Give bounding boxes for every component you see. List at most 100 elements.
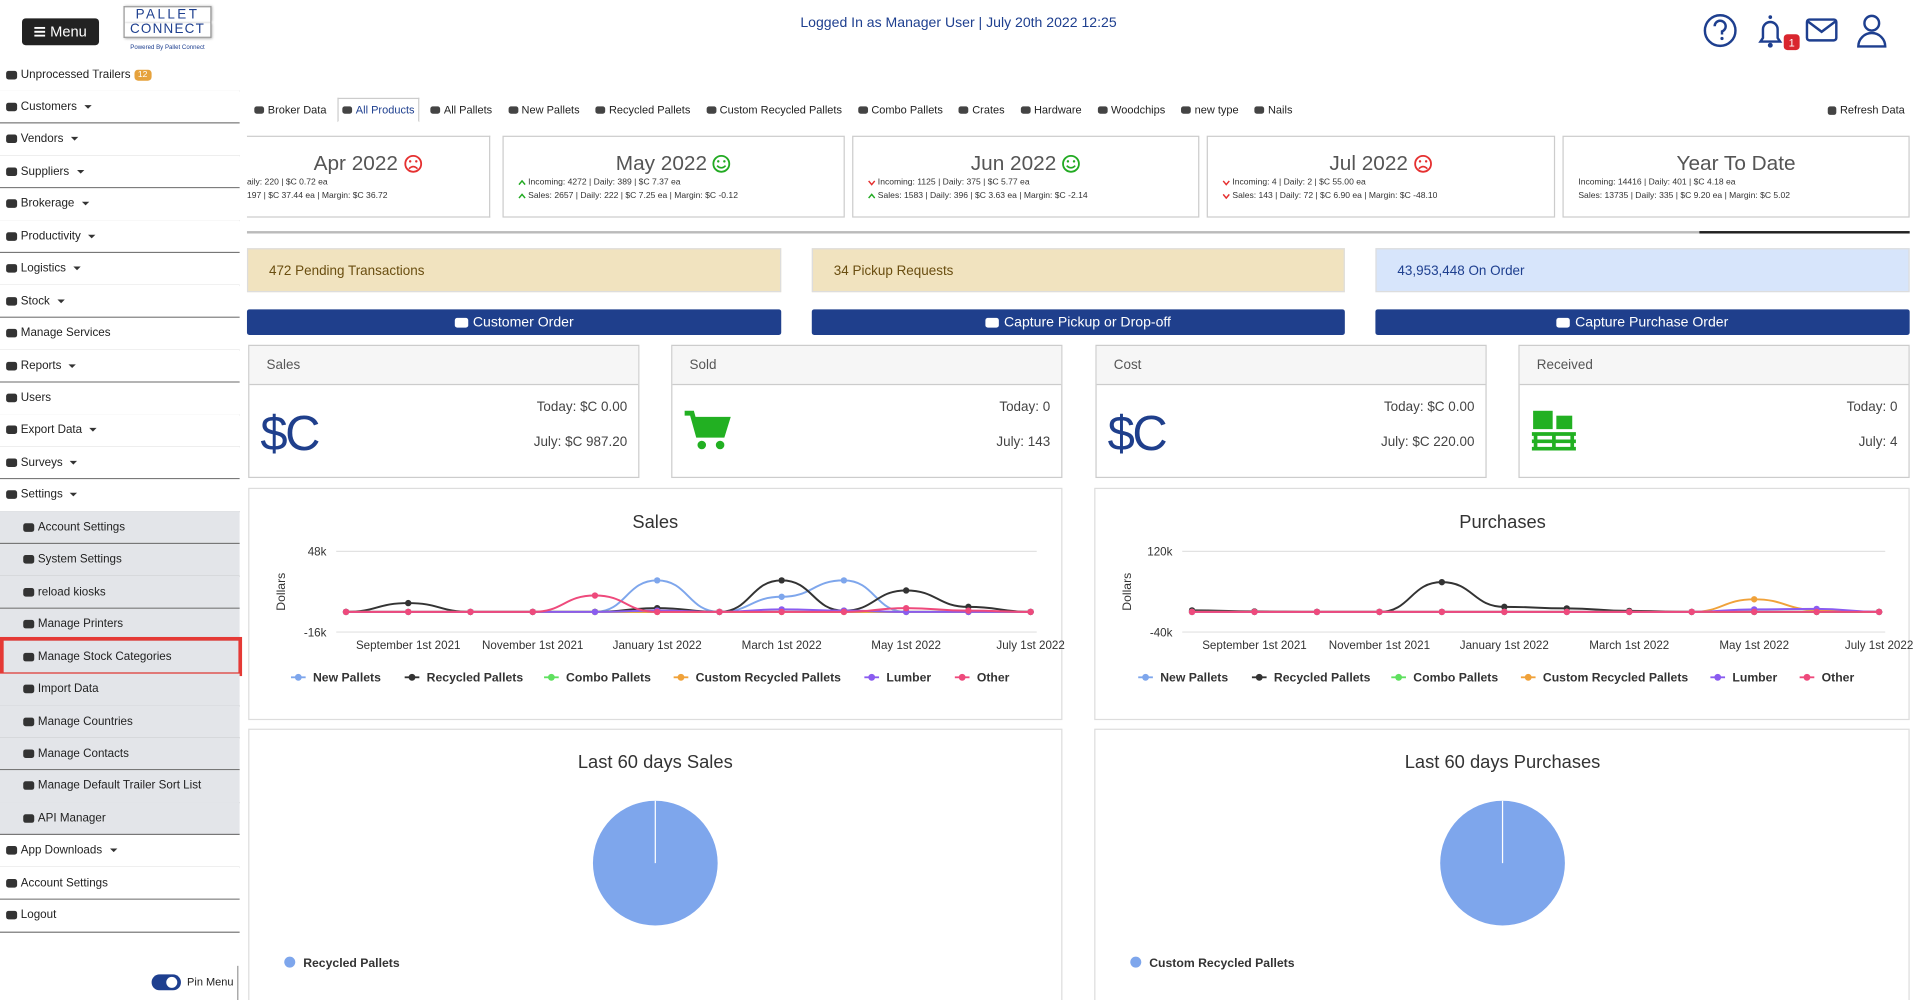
menu-item[interactable]: Manage Contacts: [0, 737, 240, 771]
menu-item[interactable]: Stock: [0, 285, 240, 319]
bell-icon[interactable]: [1758, 15, 1783, 48]
menu-item[interactable]: Productivity: [0, 220, 240, 254]
eye: [1418, 160, 1421, 163]
help-icon[interactable]: [1703, 14, 1737, 48]
logo: PALLET CONNECT Powered By Pallet Connect: [123, 6, 212, 57]
menu-label: App Downloads: [20, 843, 103, 858]
action-button[interactable]: Capture Pickup or Drop-off: [811, 309, 1345, 335]
menu-item[interactable]: Logistics: [0, 252, 240, 286]
menu-icon: [34, 26, 46, 37]
month-line: 197 | $C 37.44 ea | Margin: $C 36.72: [247, 192, 388, 201]
menu-item[interactable]: Suppliers: [0, 155, 240, 189]
chevron: [868, 180, 876, 186]
menu-row: Manage Stock Categories: [23, 641, 172, 673]
face: [1062, 154, 1080, 173]
chart-panel: [1094, 728, 1910, 1000]
menu-label: Suppliers: [20, 164, 70, 179]
caret: [57, 299, 65, 303]
refresh-button[interactable]: Refresh Data: [1827, 98, 1905, 122]
menu-row: Manage Contacts: [23, 738, 129, 770]
icon: [6, 134, 18, 144]
menu-item[interactable]: Users: [0, 382, 240, 416]
stat-title: Cost: [1113, 358, 1142, 373]
tab[interactable]: New Pallets: [503, 98, 584, 122]
menu-item[interactable]: Manage Default Trailer Sort List: [0, 770, 240, 804]
menu-item[interactable]: App Downloads: [0, 834, 240, 868]
chevron: [868, 193, 876, 199]
chart-panel: [1094, 487, 1910, 721]
icon: [1097, 106, 1108, 114]
logo-top: PALLET: [123, 6, 212, 23]
menu-item[interactable]: Manage Services: [0, 317, 240, 351]
month-line: Sales: 2657 | Daily: 222 | $C 7.25 ea | …: [518, 192, 738, 201]
menu-item[interactable]: Logout: [0, 899, 240, 933]
mood-icon: [1413, 154, 1432, 173]
menu-item[interactable]: Vendors: [0, 123, 240, 157]
icon: [6, 458, 18, 467]
alert[interactable]: 34 Pickup Requests: [811, 248, 1345, 293]
stat-title: Sales: [266, 358, 301, 373]
tab[interactable]: Hardware: [1016, 98, 1087, 122]
menu-item[interactable]: Export Data: [0, 414, 240, 448]
month-head: May 2022: [504, 152, 844, 176]
tab[interactable]: All Pallets: [426, 98, 498, 122]
month-line-text: Sales: 13735 | Daily: 335 | $C 9.20 ea |…: [1578, 191, 1791, 201]
mail-icon[interactable]: [1805, 18, 1838, 42]
notification-badge: [1783, 34, 1800, 51]
menu-label: Vendors: [20, 132, 64, 146]
menu-item[interactable]: Settings: [0, 479, 240, 513]
tab[interactable]: Combo Pallets: [853, 98, 948, 122]
tab[interactable]: Broker Data: [249, 98, 331, 122]
menu-row: Logistics: [6, 253, 81, 285]
icon: [23, 587, 35, 597]
menu-label: Unprocessed Trailers: [20, 67, 131, 82]
action-label: Customer Order: [472, 314, 574, 330]
menu-item[interactable]: reload kiosks: [0, 576, 240, 610]
tab[interactable]: Crates: [954, 98, 1010, 122]
tab[interactable]: Custom Recycled Pallets: [701, 98, 847, 122]
menu-item[interactable]: Surveys: [0, 446, 240, 480]
stat-today: Today: $C 0.00: [536, 399, 628, 415]
icon: [23, 523, 35, 532]
alert[interactable]: 43,953,448 On Order: [1375, 248, 1910, 293]
menu-item[interactable]: Reports: [0, 349, 240, 383]
icon: [6, 846, 18, 855]
menu-item[interactable]: API Manager: [0, 802, 240, 836]
month-line-text: Sales: 2657 | Daily: 222 | $C 7.25 ea | …: [528, 191, 738, 201]
menu-item[interactable]: Import Data: [0, 673, 240, 707]
tab[interactable]: Nails: [1250, 98, 1298, 122]
menu-label: Customers: [20, 100, 77, 114]
menu-item[interactable]: Manage Stock Categories: [0, 640, 240, 674]
stat-icon: [1531, 410, 1576, 451]
trend-arrow: [1222, 180, 1230, 186]
header: Menu PALLET CONNECT Powered By Pallet Co…: [0, 0, 1917, 70]
menu-item[interactable]: Brokerage: [0, 188, 240, 222]
tab[interactable]: Recycled Pallets: [591, 98, 696, 122]
menu-button[interactable]: Menu: [22, 18, 100, 46]
month-card: May 2022 Incoming: 4272 | Daily: 389 | $C…: [502, 135, 845, 218]
menu-row: Suppliers: [6, 156, 84, 188]
tab[interactable]: Woodchips: [1093, 98, 1170, 122]
menu-item[interactable]: Manage Countries: [0, 705, 240, 739]
month-title: Jun 2022: [970, 151, 1057, 175]
menu-row: Manage Printers: [23, 608, 123, 640]
mouth: [716, 165, 727, 169]
action-button[interactable]: Capture Purchase Order: [1375, 309, 1910, 335]
user-icon[interactable]: [1857, 14, 1887, 48]
menu-row: Productivity: [6, 220, 96, 252]
alert[interactable]: 472 Pending Transactions: [246, 248, 782, 293]
menu-row: Settings: [6, 479, 78, 511]
stat-today: Today: 0: [1846, 399, 1898, 415]
tab-label: Nails: [1267, 103, 1293, 117]
action-button[interactable]: Customer Order: [246, 309, 782, 335]
menu-item[interactable]: Customers: [0, 91, 240, 125]
icon: [23, 652, 35, 661]
menu-item[interactable]: Account Settings: [0, 867, 240, 901]
menu-item[interactable]: Account Settings: [0, 511, 240, 545]
menu-item[interactable]: System Settings: [0, 543, 240, 577]
month-card: Jun 2022 Incoming: 1125 | Daily: 375 | $C…: [852, 135, 1200, 218]
tab[interactable]: All Products: [337, 97, 420, 123]
caret: [70, 493, 78, 497]
tab[interactable]: new type: [1176, 98, 1243, 122]
menu-label: API Manager: [37, 811, 106, 826]
